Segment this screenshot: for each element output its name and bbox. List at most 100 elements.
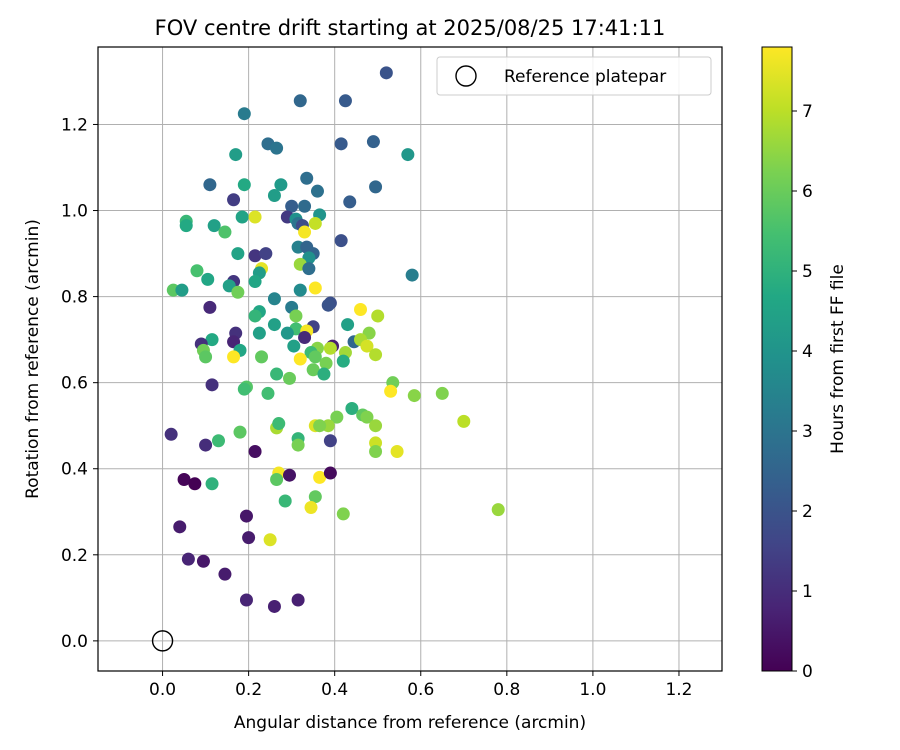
- data-point: [270, 367, 284, 381]
- data-point: [179, 219, 193, 233]
- y-tick-label: 1.2: [61, 115, 88, 135]
- data-point: [379, 66, 393, 80]
- data-point: [235, 210, 249, 224]
- data-point: [283, 371, 297, 385]
- data-point: [199, 438, 213, 452]
- x-tick-label: 1.0: [579, 680, 606, 700]
- reference-point-marker: [151, 630, 174, 652]
- data-point: [405, 268, 419, 282]
- data-point: [330, 410, 344, 424]
- data-point: [369, 180, 383, 194]
- data-point: [341, 318, 355, 332]
- data-point: [239, 509, 253, 523]
- data-point: [293, 94, 307, 108]
- data-point: [308, 350, 322, 364]
- data-point: [203, 300, 217, 314]
- data-point: [267, 188, 281, 202]
- colorbar-tick-label: 6: [802, 182, 813, 202]
- data-point: [369, 445, 383, 459]
- x-tick-label: 0.8: [493, 680, 520, 700]
- data-point: [173, 520, 187, 534]
- data-point: [270, 472, 284, 486]
- data-point: [293, 352, 307, 366]
- data-point: [231, 247, 245, 261]
- data-point: [175, 283, 189, 297]
- data-point: [205, 378, 219, 392]
- data-points: [151, 66, 505, 652]
- y-axis-title: Rotation from reference (arcmin): [23, 219, 43, 499]
- data-point: [285, 199, 299, 213]
- data-point: [237, 107, 251, 121]
- data-point: [259, 247, 273, 261]
- data-point: [302, 262, 316, 276]
- data-point: [203, 178, 217, 192]
- x-tick-label: 1.2: [665, 680, 692, 700]
- data-point: [261, 386, 275, 400]
- data-point: [237, 382, 251, 396]
- colorbar: [761, 46, 793, 672]
- data-point: [313, 470, 327, 484]
- y-axis-ticks: 0.0 0.2 0.4 0.6 0.8 1.0 1.2: [61, 115, 98, 652]
- data-point: [317, 367, 331, 381]
- data-point: [211, 434, 225, 448]
- y-tick-label: 0.0: [61, 632, 88, 652]
- data-point: [207, 219, 221, 233]
- data-point: [278, 494, 292, 508]
- data-point: [366, 135, 380, 149]
- data-point: [313, 419, 327, 433]
- legend-box: [436, 56, 712, 96]
- x-tick-label: 0.2: [235, 680, 262, 700]
- data-point: [272, 417, 286, 431]
- colorbar-tick-label: 0: [802, 662, 813, 682]
- x-tick-label: 0.4: [321, 680, 348, 700]
- data-point: [298, 330, 312, 344]
- data-point: [298, 199, 312, 213]
- data-point: [283, 468, 297, 482]
- data-point: [218, 567, 232, 581]
- data-point: [323, 341, 337, 355]
- plot-area-frame: [97, 46, 723, 672]
- y-tick-label: 0.8: [61, 288, 88, 308]
- data-point: [289, 309, 303, 323]
- data-point: [354, 303, 368, 317]
- data-point: [164, 427, 178, 441]
- data-point: [231, 285, 245, 299]
- data-point: [255, 350, 269, 364]
- colorbar-ticks: 0 1 2 3 4 5 6 7: [792, 102, 813, 682]
- data-point: [323, 466, 337, 480]
- data-point: [319, 356, 333, 370]
- data-point: [196, 554, 210, 568]
- data-point: [201, 272, 215, 286]
- data-point: [181, 552, 195, 566]
- y-tick-label: 0.6: [61, 374, 88, 394]
- data-point: [298, 225, 312, 239]
- data-point: [199, 350, 213, 364]
- data-point: [384, 384, 398, 398]
- data-point: [248, 445, 262, 459]
- data-point: [188, 477, 202, 491]
- colorbar-tick-label: 2: [802, 502, 813, 522]
- data-point: [270, 141, 284, 155]
- data-point: [233, 425, 247, 439]
- colorbar-tick-label: 1: [802, 582, 813, 602]
- data-point: [218, 225, 232, 239]
- data-point: [229, 148, 243, 162]
- data-point: [274, 178, 288, 192]
- data-point: [252, 326, 266, 340]
- legend: Reference platepar: [436, 56, 712, 96]
- data-point: [177, 472, 191, 486]
- data-point: [239, 593, 253, 607]
- colorbar-title: Hours from first FF file: [828, 264, 848, 454]
- legend-marker-reference: [455, 65, 477, 87]
- data-point: [360, 339, 374, 353]
- data-point: [435, 386, 449, 400]
- data-point: [306, 363, 320, 377]
- data-point: [338, 94, 352, 108]
- x-tick-label: 0.0: [149, 680, 176, 700]
- data-point: [390, 445, 404, 459]
- colorbar-tick-label: 4: [802, 342, 813, 362]
- x-axis-ticks: 0.0 0.2 0.4 0.6 0.8 1.0 1.2: [149, 671, 692, 700]
- data-point: [263, 533, 277, 547]
- data-point: [205, 333, 219, 347]
